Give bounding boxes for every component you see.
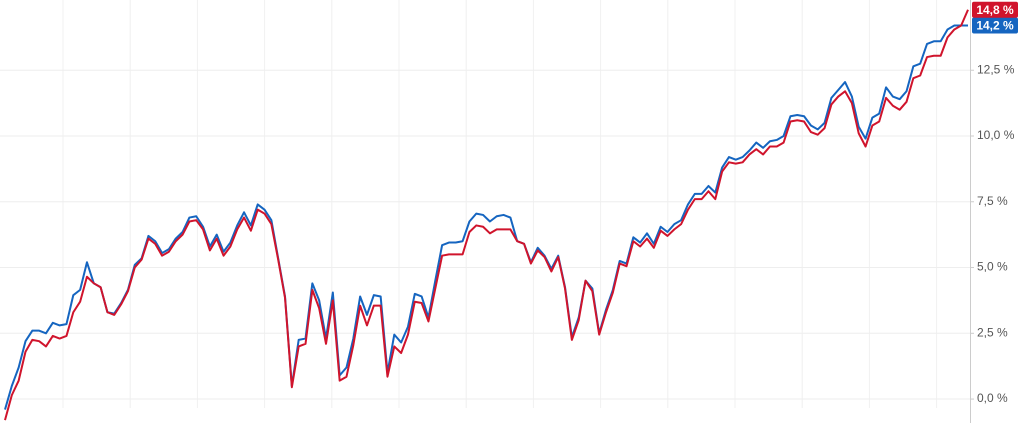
y-tick-label: 5,0 % xyxy=(977,260,1008,274)
y-tick-label: 0,0 % xyxy=(977,391,1008,405)
y-tick-label: 2,5 % xyxy=(977,325,1008,339)
value-label: 14,8 % xyxy=(976,3,1014,17)
value-badge xyxy=(972,1,1018,18)
series-line xyxy=(4,24,968,410)
y-tick-label: 7,5 % xyxy=(977,194,1008,208)
y-tick-label: 10,0 % xyxy=(977,128,1015,142)
y-tick-label: 12,5 % xyxy=(977,62,1015,76)
value-label: 14,2 % xyxy=(976,19,1014,33)
vertical-grid xyxy=(62,0,938,408)
series-line xyxy=(4,9,969,421)
value-badge xyxy=(972,17,1018,34)
